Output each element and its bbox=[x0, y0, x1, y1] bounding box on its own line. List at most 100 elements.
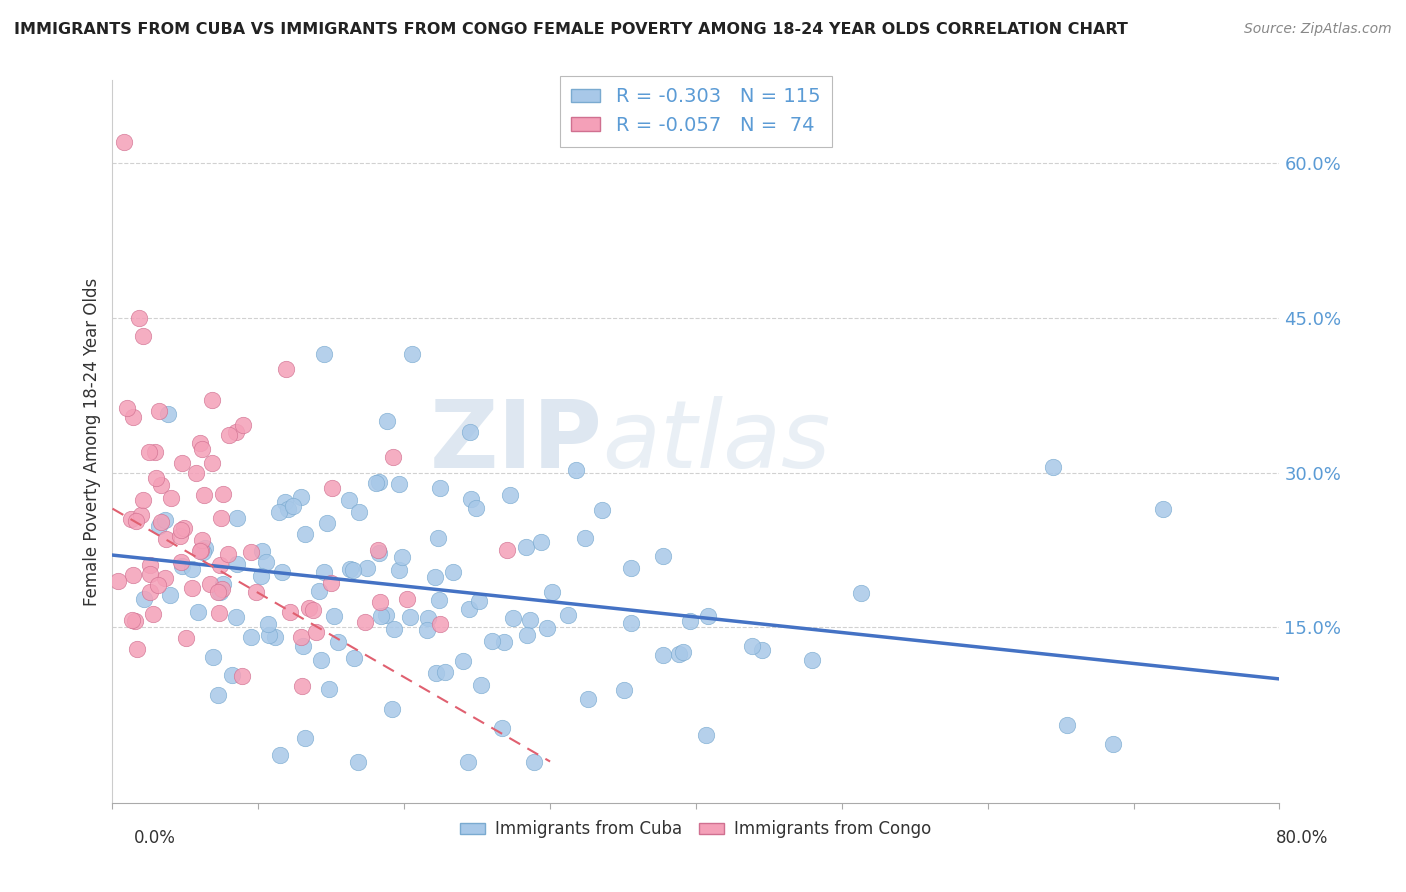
Point bbox=[129, 508, 152, 522]
Point bbox=[494, 635, 516, 649]
Point bbox=[429, 616, 451, 631]
Point bbox=[190, 544, 212, 558]
Point bbox=[193, 488, 215, 502]
Point bbox=[245, 584, 267, 599]
Point bbox=[170, 558, 193, 573]
Point bbox=[651, 648, 673, 663]
Point bbox=[257, 628, 280, 642]
Point bbox=[267, 505, 290, 519]
Point bbox=[194, 541, 217, 555]
Point bbox=[591, 503, 613, 517]
Point bbox=[201, 456, 224, 470]
Point bbox=[613, 683, 636, 698]
Point bbox=[107, 574, 129, 588]
Point bbox=[212, 577, 235, 591]
Point bbox=[125, 641, 148, 656]
Text: Source: ZipAtlas.com: Source: ZipAtlas.com bbox=[1244, 22, 1392, 37]
Point bbox=[381, 450, 404, 464]
Point bbox=[423, 570, 446, 584]
Point bbox=[522, 755, 544, 769]
Point bbox=[370, 609, 392, 624]
Point bbox=[1056, 718, 1078, 732]
Point bbox=[347, 755, 370, 769]
Point bbox=[212, 487, 235, 501]
Point bbox=[232, 418, 254, 433]
Point bbox=[564, 463, 586, 477]
Point bbox=[131, 329, 153, 343]
Point bbox=[225, 511, 247, 525]
Point bbox=[150, 515, 173, 529]
Point bbox=[139, 558, 162, 573]
Point bbox=[121, 568, 143, 582]
Point bbox=[207, 688, 229, 702]
Point bbox=[122, 410, 145, 425]
Point bbox=[679, 615, 702, 629]
Point bbox=[1152, 501, 1174, 516]
Point bbox=[200, 577, 222, 591]
Point bbox=[388, 563, 411, 577]
Point bbox=[347, 505, 370, 519]
Point bbox=[315, 516, 337, 530]
Point bbox=[695, 728, 717, 742]
Point bbox=[458, 425, 481, 439]
Point bbox=[319, 576, 342, 591]
Point bbox=[157, 407, 180, 421]
Point bbox=[148, 403, 170, 417]
Point bbox=[225, 609, 247, 624]
Legend: Immigrants from Cuba, Immigrants from Congo: Immigrants from Cuba, Immigrants from Co… bbox=[454, 814, 938, 845]
Point bbox=[468, 594, 491, 608]
Point bbox=[274, 495, 297, 509]
Point bbox=[672, 645, 695, 659]
Point bbox=[271, 566, 294, 580]
Point bbox=[343, 651, 366, 665]
Point bbox=[652, 549, 675, 563]
Point bbox=[257, 616, 280, 631]
Point bbox=[121, 613, 143, 627]
Point bbox=[464, 501, 486, 516]
Point bbox=[368, 546, 391, 560]
Point bbox=[184, 466, 207, 480]
Point bbox=[209, 511, 232, 525]
Point bbox=[519, 613, 541, 627]
Point bbox=[741, 639, 763, 653]
Point bbox=[312, 347, 335, 361]
Point bbox=[401, 347, 423, 361]
Point bbox=[221, 668, 243, 682]
Text: 80.0%: 80.0% bbox=[1277, 829, 1329, 847]
Point bbox=[217, 547, 239, 561]
Point bbox=[298, 601, 321, 615]
Point bbox=[249, 568, 271, 582]
Point bbox=[668, 647, 690, 661]
Point bbox=[294, 527, 316, 541]
Point bbox=[557, 607, 579, 622]
Point bbox=[208, 606, 231, 620]
Point bbox=[481, 634, 503, 648]
Point bbox=[381, 701, 404, 715]
Point bbox=[326, 634, 349, 648]
Point bbox=[375, 414, 398, 428]
Point bbox=[322, 609, 344, 624]
Point bbox=[470, 678, 492, 692]
Point bbox=[191, 544, 214, 558]
Point bbox=[429, 481, 451, 495]
Point bbox=[188, 436, 211, 450]
Text: atlas: atlas bbox=[603, 396, 831, 487]
Point bbox=[425, 665, 447, 680]
Point bbox=[305, 624, 328, 639]
Point bbox=[416, 611, 439, 625]
Point bbox=[367, 543, 389, 558]
Point bbox=[240, 630, 263, 644]
Point bbox=[264, 630, 287, 644]
Point bbox=[274, 362, 297, 376]
Point bbox=[382, 622, 405, 636]
Point bbox=[155, 533, 177, 547]
Point bbox=[170, 524, 193, 538]
Point bbox=[190, 442, 212, 456]
Point bbox=[290, 630, 312, 644]
Point bbox=[302, 603, 325, 617]
Point bbox=[139, 567, 162, 582]
Point bbox=[1102, 738, 1125, 752]
Point bbox=[311, 653, 333, 667]
Point bbox=[457, 602, 479, 616]
Point bbox=[153, 513, 176, 527]
